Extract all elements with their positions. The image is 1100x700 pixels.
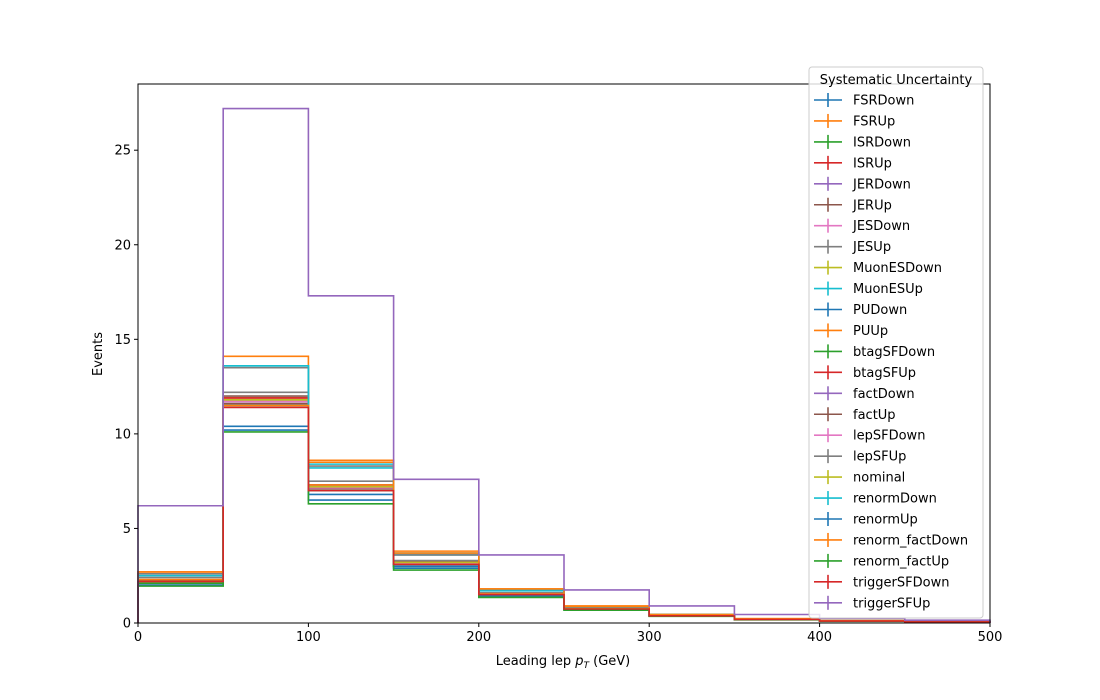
legend-label: nominal	[853, 471, 905, 486]
legend-item: btagSFDown	[814, 344, 935, 360]
legend-label: renorm_factDown	[853, 533, 968, 548]
legend-label: MuonESUp	[853, 282, 923, 297]
legend: Systematic Uncertainty FSRDown FSRUp ISRDo…	[808, 66, 984, 619]
legend-item: triggerSFDown	[814, 574, 949, 590]
legend-label: renormDown	[853, 492, 937, 507]
legend-item: lepSFDown	[814, 428, 925, 444]
legend-item: ISRDown	[814, 134, 911, 150]
x-tick-label: 0	[134, 630, 142, 645]
legend-label: ISRUp	[853, 156, 892, 171]
legend-item: MuonESUp	[814, 281, 923, 297]
legend-label: ISRDown	[853, 135, 911, 150]
legend-item: PUUp	[814, 323, 888, 339]
legend-item: renorm_factUp	[814, 553, 949, 569]
legend-label: lepSFDown	[853, 429, 925, 444]
y-tick-label: 15	[114, 333, 131, 348]
series-layer	[137, 107, 991, 623]
legend-label: btagSFDown	[853, 345, 935, 360]
legend-item: ISRUp	[814, 155, 892, 171]
y-axis-ticks: 0 5 10 15 20 25	[114, 144, 138, 632]
legend-item: JERDown	[814, 176, 911, 192]
legend-label: btagSFUp	[853, 366, 916, 381]
y-axis-label: Events	[91, 332, 106, 376]
legend-item: triggerSFUp	[814, 595, 930, 611]
legend-item: renormDown	[814, 491, 937, 507]
legend-item: JERUp	[814, 197, 892, 213]
x-axis-ticks: 0 100 200 300 400 500	[134, 623, 1003, 645]
y-tick-label: 0	[123, 617, 131, 632]
legend-label: JESDown	[852, 219, 910, 234]
legend-label: lepSFUp	[853, 450, 906, 465]
legend-item: FSRDown	[814, 93, 914, 109]
legend-item: btagSFUp	[814, 365, 916, 381]
legend-title: Systematic Uncertainty	[820, 73, 973, 88]
legend-label: JESUp	[852, 240, 891, 255]
y-tick-label: 25	[114, 144, 131, 159]
x-tick-label: 200	[466, 630, 491, 645]
legend-label: factUp	[853, 408, 896, 423]
legend-label: PUDown	[853, 303, 907, 318]
legend-item: JESUp	[814, 239, 891, 255]
x-tick-label: 100	[296, 630, 321, 645]
x-tick-label: 400	[807, 630, 832, 645]
legend-item: factUp	[814, 407, 896, 423]
y-tick-label: 20	[114, 238, 131, 253]
legend-label: factDown	[853, 387, 915, 402]
legend-item: lepSFUp	[814, 449, 906, 465]
legend-label: triggerSFUp	[853, 596, 930, 611]
series-triggerSFDown-line	[137, 406, 991, 623]
legend-item: MuonESDown	[814, 260, 942, 276]
legend-items: FSRDown FSRUp ISRDown ISRUp JERDown JERUp JESD…	[814, 93, 968, 611]
legend-label: FSRDown	[853, 94, 914, 109]
legend-label: renormUp	[853, 513, 918, 528]
y-tick-label: 5	[123, 522, 131, 537]
x-axis-label: Leading lep pT (GeV)	[496, 654, 630, 671]
x-tick-label: 500	[978, 630, 1003, 645]
legend-item: PUDown	[814, 302, 907, 318]
legend-item: nominal	[814, 470, 905, 486]
legend-item: factDown	[814, 386, 915, 402]
legend-label: triggerSFDown	[853, 575, 949, 590]
x-tick-label: 300	[637, 630, 662, 645]
legend-label: JERDown	[852, 177, 911, 192]
y-tick-label: 10	[114, 427, 131, 442]
legend-label: FSRUp	[853, 114, 895, 129]
legend-box	[808, 66, 984, 619]
axes-frame	[137, 83, 991, 624]
legend-item: renormUp	[814, 512, 918, 528]
legend-label: MuonESDown	[853, 261, 942, 276]
legend-label: renorm_factUp	[853, 554, 949, 569]
legend-item: renorm_factDown	[814, 532, 968, 548]
legend-label: PUUp	[853, 324, 888, 339]
legend-label: JERUp	[852, 198, 892, 213]
legend-item: FSRUp	[814, 113, 895, 129]
legend-item: JESDown	[814, 218, 910, 234]
